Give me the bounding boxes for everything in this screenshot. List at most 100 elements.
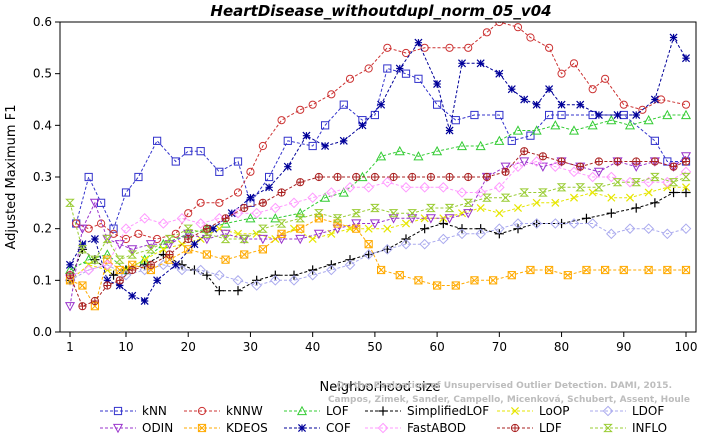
data-point-cof — [227, 209, 236, 218]
data-point-knnw — [277, 116, 286, 125]
data-point-loop — [364, 224, 373, 233]
data-point-cof — [395, 64, 404, 73]
data-point-inflo — [500, 193, 511, 202]
data-point-cof — [115, 281, 124, 290]
data-point-knnw — [246, 167, 255, 176]
data-point-knnw — [495, 22, 504, 27]
data-point-inflo — [183, 224, 194, 233]
data-point-simplifiedlof — [364, 249, 374, 260]
data-point-fastabod — [158, 218, 169, 229]
data-point-cof — [103, 276, 112, 285]
data-point-ldof — [550, 218, 561, 229]
annotation-line-2: On the Evaluation of Unsupervised Outlie… — [337, 381, 672, 391]
data-point-knnw — [196, 198, 205, 207]
data-point-fastabod — [624, 176, 636, 188]
data-point-knnw — [657, 95, 666, 104]
data-point-cof — [377, 100, 386, 109]
legend-item-knnw: kNNW — [184, 404, 263, 418]
data-point-cof — [445, 126, 454, 135]
data-point-knn — [84, 172, 93, 182]
data-point-knn — [171, 157, 180, 166]
data-point-knnw — [420, 43, 429, 52]
data-point-knnw — [383, 43, 392, 52]
series-inflo — [65, 172, 691, 264]
data-point-knn — [663, 157, 672, 166]
data-point-kdeos — [644, 265, 653, 275]
data-point-kdeos — [582, 265, 591, 275]
data-point-ldf — [296, 178, 305, 187]
data-point-cof — [153, 276, 162, 285]
data-point-ldof — [251, 280, 262, 291]
annotation-line-1: Campos, Zimek, Sander, Campello, Micenko… — [328, 395, 690, 405]
data-point-odin — [127, 245, 138, 255]
data-point-inflo — [314, 209, 324, 218]
data-point-kdeos — [115, 265, 124, 275]
legend-marker-odin — [112, 423, 124, 434]
legend-label-knnw: kNNW — [226, 404, 263, 418]
data-point-lof — [568, 125, 580, 135]
legend-marker-inflo — [603, 423, 613, 433]
data-point-knn — [233, 157, 243, 166]
data-point-knn — [557, 110, 566, 120]
data-point-cof — [78, 240, 87, 249]
y-tick-label: 0.4 — [33, 118, 52, 132]
data-point-knnw — [121, 234, 131, 244]
data-point-lof — [295, 207, 306, 218]
legend-item-loop: LoOP — [497, 404, 570, 418]
data-point-ldf — [669, 162, 678, 171]
data-point-simplifiedlof — [650, 198, 660, 208]
data-point-ldf — [221, 214, 230, 223]
data-point-kdeos — [240, 250, 249, 259]
data-point-lof — [680, 109, 692, 120]
data-point-ldf — [240, 203, 249, 213]
data-point-loop — [681, 183, 691, 192]
y-tick-label: 0.0 — [33, 325, 52, 339]
data-point-inflo — [426, 203, 436, 213]
data-point-ldof — [326, 264, 337, 276]
data-point-knnw — [215, 198, 224, 207]
data-point-ldf — [314, 172, 323, 182]
data-point-ldf — [426, 172, 435, 182]
data-point-fastabod — [344, 182, 356, 193]
data-point-fastabod — [251, 207, 262, 219]
data-point-inflo — [650, 172, 660, 182]
data-point-lof — [512, 125, 524, 135]
data-point-odin — [276, 234, 287, 245]
data-point-ldof — [307, 269, 318, 281]
data-point-ldf — [65, 271, 75, 280]
legend-label-cof: COF — [326, 421, 351, 434]
data-point-fastabod — [102, 259, 113, 271]
data-point-fastabod — [494, 182, 505, 193]
legend-item-inflo: INFLO — [590, 421, 667, 434]
legend-item-cof: COF — [284, 421, 351, 434]
data-point-lof — [531, 125, 542, 135]
data-point-kdeos — [470, 276, 479, 285]
data-point-inflo — [351, 209, 362, 218]
data-point-odin — [220, 229, 231, 240]
data-point-cof — [128, 291, 137, 300]
data-point-cof — [90, 234, 99, 244]
data-point-cof — [557, 100, 566, 109]
series-line-knnw — [76, 22, 687, 240]
data-point-inflo — [164, 234, 175, 244]
data-point-simplifiedlof — [631, 203, 641, 213]
data-point-simplifiedlof — [214, 286, 224, 296]
data-point-knnw — [109, 229, 118, 238]
data-point-knnw — [345, 74, 355, 83]
legend-item-kdeos: KDEOS — [184, 421, 268, 434]
data-point-ldof — [64, 275, 76, 286]
data-point-knn — [134, 172, 143, 182]
data-point-knn — [283, 136, 292, 145]
data-point-cof — [358, 121, 367, 130]
data-point-ldof — [568, 218, 580, 229]
legend-marker-kdeos — [197, 423, 207, 433]
data-point-kdeos — [619, 265, 628, 275]
data-point-knn — [545, 110, 554, 120]
data-point-simplifiedlof — [581, 213, 592, 223]
data-point-ldf — [258, 198, 267, 207]
series-ldf — [65, 147, 691, 311]
data-point-ldf — [277, 188, 286, 197]
legend-label-ldf: LDF — [539, 421, 562, 434]
data-point-kdeos — [451, 281, 460, 290]
data-point-kdeos — [507, 271, 516, 280]
